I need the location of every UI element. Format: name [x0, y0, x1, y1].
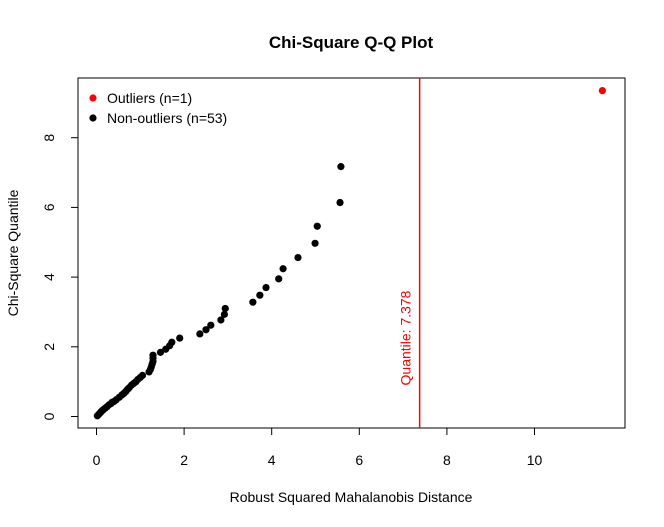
legend-label: Non-outliers (n=53) [107, 110, 227, 126]
y-tick-label: 4 [41, 273, 57, 281]
non-outlier-point [256, 291, 264, 299]
non-outlier-point [220, 310, 228, 318]
y-tick-label: 0 [41, 412, 57, 420]
non-outlier-point [262, 283, 270, 292]
non-outlier-point [207, 321, 215, 329]
x-tick-label: 8 [443, 452, 451, 468]
non-outlier-point [337, 163, 345, 171]
non-outlier-point [138, 371, 147, 379]
non-outlier-point [156, 348, 165, 356]
non-outlier-point [249, 298, 257, 306]
non-outlier-point [168, 338, 176, 346]
non-outlier-point [313, 222, 321, 230]
non-outlier-point [311, 239, 319, 247]
y-tick-label: 6 [41, 203, 57, 211]
legend-marker [89, 114, 97, 122]
plot-frame [77, 77, 626, 429]
y-tick-label: 8 [41, 134, 57, 142]
plot-area: 0 2 4 6 8 10 0 2 4 6 8 Quantile: 7.378 Outliers (n=1… [41, 77, 626, 468]
legend-marker [89, 94, 97, 102]
y-tick-label: 2 [41, 343, 57, 351]
x-tick-label: 10 [527, 452, 543, 468]
non-outlier-point [149, 351, 157, 359]
x-axis-label: Robust Squared Mahalanobis Distance [230, 489, 473, 505]
x-tick-label: 2 [180, 452, 188, 468]
non-outlier-point [279, 265, 287, 273]
outlier-point [598, 87, 606, 95]
non-outlier-point [108, 398, 116, 406]
cutoff-label: Quantile: 7.378 [398, 290, 414, 385]
x-tick-label: 0 [93, 452, 101, 468]
non-outlier-point [196, 330, 204, 338]
non-outlier-point [176, 334, 184, 342]
non-outlier-point [202, 326, 210, 334]
non-outlier-point [294, 253, 302, 262]
x-tick-label: 4 [268, 452, 276, 468]
non-outlier-point [217, 316, 225, 324]
non-outlier-point [336, 198, 344, 207]
non-outlier-point [275, 275, 283, 283]
chart-title: Chi-Square Q-Q Plot [269, 33, 434, 52]
y-axis-label: Chi-Square Quantile [5, 189, 21, 316]
non-outlier-point [221, 304, 229, 313]
x-tick-label: 6 [355, 452, 363, 468]
legend-label: Outliers (n=1) [107, 90, 192, 106]
